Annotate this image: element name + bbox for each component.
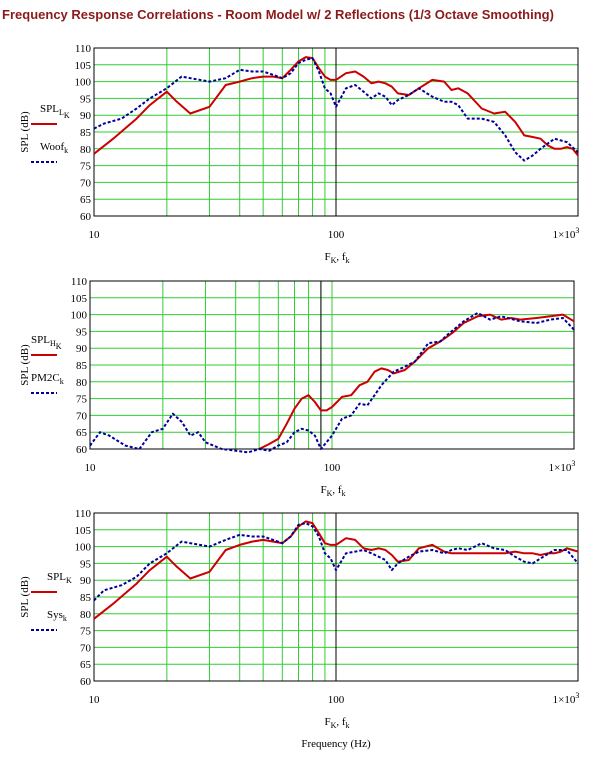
x-tick-label: 10 (85, 462, 97, 474)
y-tick-label: 105 (71, 293, 88, 305)
x-tick-label: 1×103 (553, 691, 580, 706)
y-tick-label: 100 (75, 542, 92, 554)
x-axis: 10 100 1×103 (89, 226, 580, 241)
y-tick-label: 60 (76, 444, 88, 456)
y-tick-label: 110 (71, 276, 88, 288)
chart-woofer: 60 65 70 75 80 85 90 95 100 105 110 10 100 1×103 FK, f… (19, 43, 579, 265)
y-tick-label: 70 (76, 410, 88, 422)
chart-pm2c: 60 65 70 75 80 85 90 95 100 105 110 10 100 1×103 FK, f… (19, 276, 575, 498)
series-line-spl (258, 313, 575, 450)
y-tick-label: 80 (80, 144, 92, 156)
y-tick-label: 100 (71, 310, 88, 322)
legend-label: SPLLK (40, 103, 70, 120)
y-tick-label: 75 (80, 626, 92, 638)
legend-label: SPLK (47, 571, 72, 585)
x-tick-label: 100 (324, 462, 341, 474)
y-tick-label: 105 (75, 60, 92, 72)
x-axis: 10 100 1×103 (89, 691, 580, 706)
y-tick-label: 85 (80, 127, 92, 139)
y-tick-label: 75 (76, 394, 88, 406)
x-tick-label: 10 (89, 229, 101, 241)
y-tick-label: 95 (80, 558, 92, 570)
figure-title: Frequency Response Correlations - Room M… (2, 7, 554, 22)
plot-frame (93, 512, 579, 682)
legend-label: Woofk (40, 141, 68, 155)
x-tick-label: 1×103 (549, 459, 576, 474)
y-tick-label: 70 (80, 642, 92, 654)
x-tick-label: 100 (328, 694, 345, 706)
x-tick-label: 100 (328, 229, 345, 241)
y-tick-label: 60 (80, 211, 92, 223)
y-tick-label: 65 (80, 659, 92, 671)
y-tick-label: 100 (75, 77, 92, 89)
y-tick-label: 75 (80, 161, 92, 173)
x-tick-label: 10 (89, 694, 101, 706)
y-tick-label: 85 (76, 360, 88, 372)
y-axis-label: SPL (dB) (19, 344, 31, 386)
x-axis-label: FK, fk (320, 484, 345, 498)
y-tick-label: 95 (76, 326, 88, 338)
y-tick-label: 70 (80, 177, 92, 189)
y-axis-label: SPL (dB) (19, 111, 31, 153)
series-line-spl (93, 520, 579, 620)
series-line-pm2c (89, 311, 575, 454)
y-tick-label: 90 (80, 575, 92, 587)
y-tick-label: 95 (80, 93, 92, 105)
grid (90, 281, 574, 449)
series-line-woof (93, 57, 579, 162)
x-tick-label: 1×103 (553, 226, 580, 241)
y-tick-label: 65 (76, 427, 88, 439)
y-tick-label: 90 (80, 110, 92, 122)
y-tick-label: 105 (75, 525, 92, 537)
legend-label: PM2Ck (31, 372, 64, 386)
legend-label: Sysk (47, 609, 67, 623)
x-axis-label: FK, fk (324, 251, 349, 265)
x-axis: 10 100 1×103 (85, 459, 576, 474)
footer-x-axis-label: Frequency (Hz) (301, 738, 371, 750)
y-tick-label: 80 (76, 377, 88, 389)
plot-frame (89, 280, 575, 450)
y-tick-label: 90 (76, 343, 88, 355)
series-line-spl (93, 56, 579, 157)
y-axis: 60 65 70 75 80 85 90 95 100 105 110 (75, 43, 92, 223)
y-tick-label: 80 (80, 609, 92, 621)
x-axis-label: FK, fk (324, 716, 349, 730)
plot-frame (93, 47, 579, 217)
y-axis-label: SPL (dB) (19, 576, 31, 618)
y-tick-label: 60 (80, 676, 92, 688)
legend-label: SPLHK (31, 334, 62, 351)
y-axis: 60 65 70 75 80 85 90 95 100 105 110 (71, 276, 88, 456)
chart-system: 60 65 70 75 80 85 90 95 100 105 110 10 100 1×103 FK, f… (19, 508, 579, 730)
series-line-sys (93, 522, 579, 602)
y-tick-label: 85 (80, 592, 92, 604)
y-axis: 60 65 70 75 80 85 90 95 100 105 110 (75, 508, 92, 688)
y-tick-label: 110 (75, 43, 92, 55)
y-tick-label: 110 (75, 508, 92, 520)
y-tick-label: 65 (80, 194, 92, 206)
